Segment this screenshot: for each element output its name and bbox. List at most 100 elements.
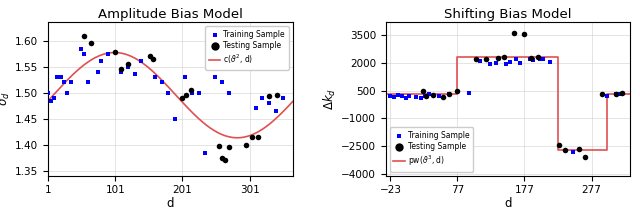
Training Sample: [385, 95, 396, 98]
Line: pw($\vartheta^3$, d): pw($\vartheta^3$, d): [386, 58, 630, 150]
Training Sample: [491, 61, 501, 65]
Training Sample: [96, 60, 106, 63]
Title: Shifting Bias Model: Shifting Bias Model: [444, 8, 572, 21]
Training Sample: [615, 93, 625, 96]
Training Sample: [59, 81, 69, 84]
Testing Sample: [519, 33, 529, 36]
Training Sample: [568, 150, 579, 153]
Testing Sample: [597, 93, 607, 96]
Testing Sample: [493, 57, 503, 60]
Testing Sample: [554, 144, 564, 147]
c($\vartheta^2$, d): [212, 131, 220, 133]
Testing Sample: [123, 62, 133, 66]
Training Sample: [157, 81, 167, 84]
Testing Sample: [145, 55, 155, 58]
Training Sample: [545, 60, 555, 64]
Testing Sample: [611, 92, 621, 95]
Training Sample: [397, 95, 408, 98]
pw($\vartheta^3$, d): [454, 93, 461, 96]
Y-axis label: $\Delta k_d$: $\Delta k_d$: [322, 88, 338, 110]
c($\vartheta^2$, d): [234, 137, 241, 139]
Training Sample: [66, 81, 76, 84]
Training Sample: [93, 70, 103, 73]
Training Sample: [515, 61, 525, 65]
Testing Sample: [580, 155, 590, 159]
Testing Sample: [253, 135, 263, 138]
pw($\vartheta^3$, d): [454, 56, 461, 59]
Training Sample: [136, 60, 147, 63]
c($\vartheta^2$, d): [69, 73, 77, 76]
Testing Sample: [86, 42, 96, 45]
Training Sample: [484, 62, 495, 66]
Testing Sample: [217, 156, 227, 159]
Testing Sample: [181, 94, 191, 97]
Testing Sample: [526, 57, 536, 60]
Testing Sample: [481, 58, 492, 61]
Training Sample: [52, 75, 63, 79]
Testing Sample: [471, 58, 481, 61]
Training Sample: [271, 109, 281, 112]
Training Sample: [102, 52, 113, 55]
Training Sample: [130, 73, 140, 76]
pw($\vartheta^3$, d): [603, 149, 611, 151]
Training Sample: [264, 101, 275, 105]
Testing Sample: [444, 92, 454, 95]
c($\vartheta^2$, d): [111, 51, 118, 54]
Testing Sample: [573, 147, 584, 151]
Testing Sample: [532, 56, 543, 59]
Training Sample: [404, 95, 414, 98]
Testing Sample: [417, 89, 428, 92]
Testing Sample: [616, 91, 627, 94]
c($\vartheta^2$, d): [289, 100, 296, 103]
Testing Sample: [186, 88, 196, 92]
Testing Sample: [428, 94, 438, 97]
Testing Sample: [177, 96, 187, 99]
c($\vartheta^2$, d): [44, 99, 52, 102]
Training Sample: [504, 60, 515, 64]
Training Sample: [76, 48, 86, 51]
pw($\vartheta^3$, d): [554, 56, 562, 59]
Legend: Training Sample, Testing Sample, c($\vartheta^2$, d): Training Sample, Testing Sample, c($\var…: [205, 26, 289, 70]
Testing Sample: [272, 94, 282, 97]
Testing Sample: [79, 35, 90, 38]
Training Sample: [434, 95, 444, 98]
Testing Sample: [452, 89, 463, 92]
Training Sample: [200, 152, 211, 155]
Training Sample: [83, 81, 93, 84]
X-axis label: d: d: [166, 197, 174, 210]
Training Sample: [224, 91, 234, 94]
c($\vartheta^2$, d): [152, 73, 160, 76]
Training Sample: [611, 93, 621, 96]
Training Sample: [528, 59, 538, 62]
Training Sample: [187, 91, 197, 94]
Training Sample: [251, 106, 261, 110]
Testing Sample: [559, 148, 570, 152]
Training Sample: [415, 96, 426, 100]
Testing Sample: [509, 32, 520, 35]
c($\vartheta^2$, d): [236, 137, 243, 139]
Training Sample: [444, 93, 454, 96]
Testing Sample: [264, 95, 275, 98]
Title: Amplitude Bias Model: Amplitude Bias Model: [98, 8, 243, 21]
Training Sample: [525, 58, 535, 61]
Training Sample: [180, 75, 190, 79]
Training Sample: [511, 58, 522, 61]
Training Sample: [217, 81, 227, 84]
pw($\vartheta^3$, d): [382, 93, 390, 96]
Training Sample: [278, 96, 288, 99]
Testing Sample: [420, 95, 431, 98]
Training Sample: [393, 94, 403, 97]
Training Sample: [424, 93, 435, 96]
X-axis label: d: d: [504, 197, 512, 210]
Training Sample: [602, 95, 612, 98]
Testing Sample: [224, 145, 234, 149]
Testing Sample: [109, 50, 120, 54]
pw($\vartheta^3$, d): [554, 149, 562, 151]
Training Sample: [535, 58, 545, 61]
Training Sample: [257, 96, 268, 99]
c($\vartheta^2$, d): [240, 136, 248, 138]
Testing Sample: [499, 56, 509, 59]
Training Sample: [56, 75, 66, 79]
pw($\vartheta^3$, d): [627, 93, 634, 96]
Training Sample: [150, 75, 160, 79]
